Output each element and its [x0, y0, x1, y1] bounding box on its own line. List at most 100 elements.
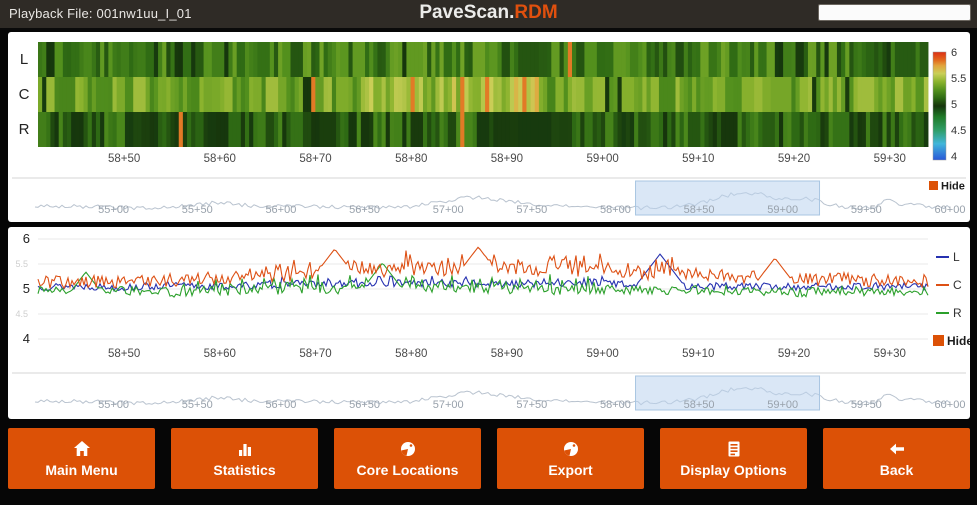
x-tick-label: 58+50 — [108, 348, 140, 360]
overview-navigator[interactable]: 55+00 55+50 56+00 56+50 57+00 57+50 58+00 58+50… — [34, 180, 966, 217]
heatmap-row-L — [38, 42, 929, 77]
x-tick-label: 59+20 — [778, 153, 810, 165]
app-title-accent: RDM — [514, 2, 558, 23]
main-menu-button[interactable]: Main Menu — [8, 428, 155, 489]
x-tick-label: 58+60 — [204, 153, 236, 165]
app-title-dot: . — [509, 2, 515, 23]
x-tick-label: 59+00 — [586, 348, 618, 360]
overview-tick-label: 60+00 — [935, 204, 966, 216]
overview-tick-label: 57+00 — [433, 399, 464, 411]
color-scale-tick-label: 5.5 — [951, 73, 966, 85]
back-button[interactable]: Back — [823, 428, 970, 489]
legend-label-R[interactable]: R — [953, 306, 962, 320]
overview-tick-label: 57+50 — [516, 204, 547, 216]
back-label: Back — [879, 461, 914, 478]
statistics-button[interactable]: Statistics — [171, 428, 318, 489]
heatmap-row-label-C: C — [19, 86, 30, 103]
overview-tick-label: 56+00 — [265, 204, 296, 216]
top-bar: Playback File: 001nw1uu_I_01 PaveScan.RD… — [0, 0, 977, 30]
overview-selection-region[interactable] — [635, 180, 821, 216]
x-tick-label: 58+90 — [491, 348, 523, 360]
overview-tick-label: 57+50 — [516, 399, 547, 411]
overview-tick-label: 58+50 — [684, 204, 715, 216]
heatmap-row-label-R: R — [19, 121, 30, 138]
color-scale-tick-label: 5 — [951, 99, 957, 111]
overview-tick-label: 58+50 — [684, 399, 715, 411]
export-button[interactable]: Export — [497, 428, 644, 489]
y-minor-tick-label: 4.5 — [15, 309, 28, 319]
x-tick-label: 59+00 — [586, 153, 618, 165]
profile-panel: 6 5 4 5.5 4.5 58+50 58+60 58+70 58+80 58+90 59+00 5… — [8, 227, 970, 419]
overview-tick-label: 60+00 — [935, 399, 966, 411]
overview-tick-label: 57+00 — [433, 204, 464, 216]
home-icon — [73, 440, 90, 456]
x-tick-label: 58+80 — [395, 153, 427, 165]
color-scale-tick-label: 6 — [951, 47, 957, 59]
x-tick-label: 58+90 — [491, 153, 523, 165]
overview-navigator[interactable]: 55+00 55+50 56+00 56+50 57+00 57+50 58+00 58+50… — [34, 375, 966, 411]
y-minor-tick-label: 5.5 — [15, 259, 28, 269]
overview-tick-label: 55+00 — [98, 399, 129, 411]
statistics-label: Statistics — [213, 461, 276, 478]
back-arrow-icon — [889, 443, 904, 454]
series-line-L — [37, 253, 929, 293]
overview-tick-label: 55+00 — [98, 204, 129, 216]
overview-tick-label: 59+50 — [851, 204, 882, 216]
y-tick-label: 5 — [23, 281, 30, 296]
hide-series-icon[interactable] — [933, 335, 944, 346]
y-tick-label: 4 — [23, 331, 30, 346]
overview-tick-label: 59+00 — [767, 399, 798, 411]
x-tick-label: 59+10 — [682, 348, 714, 360]
globe-pie-icon — [400, 441, 415, 456]
x-tick-label: 59+20 — [778, 348, 810, 360]
x-tick-label: 58+60 — [204, 348, 236, 360]
overview-tick-label: 58+00 — [600, 204, 631, 216]
status-input[interactable] — [818, 4, 971, 21]
heatmap-panel: L C R 6 5.5 5 4.5 4 58+50 58+60 58+70 58+80 58+90 59+… — [8, 32, 970, 222]
x-tick-label: 59+30 — [874, 153, 906, 165]
color-scale-bar — [932, 51, 947, 161]
overview-tick-label: 56+50 — [349, 204, 380, 216]
display-options-button[interactable]: Display Options — [660, 428, 807, 489]
heatmap-chart: L C R 6 5.5 5 4.5 4 58+50 58+60 58+70 58+80 58+90 59+… — [12, 42, 966, 217]
core-locations-button[interactable]: Core Locations — [334, 428, 481, 489]
series-line-R — [37, 262, 929, 298]
x-tick-label: 58+70 — [299, 348, 331, 360]
core-locations-label: Core Locations — [356, 461, 459, 478]
x-tick-label: 59+30 — [874, 348, 906, 360]
legend-label-L[interactable]: L — [953, 250, 960, 264]
x-tick-label: 59+10 — [682, 153, 714, 165]
globe-pie-icon — [563, 441, 578, 456]
display-options-label: Display Options — [680, 461, 787, 478]
list-document-icon — [728, 441, 739, 456]
x-tick-label: 58+80 — [395, 348, 427, 360]
overview-selection-region[interactable] — [635, 375, 821, 411]
overview-tick-label: 56+00 — [265, 399, 296, 411]
overview-tick-label: 56+50 — [349, 399, 380, 411]
heatmap-row-label-L: L — [20, 51, 28, 68]
hide-series-button[interactable]: Hide — [947, 334, 970, 348]
overview-tick-label: 59+00 — [767, 204, 798, 216]
legend-label-C[interactable]: C — [953, 278, 962, 292]
export-label: Export — [548, 461, 593, 478]
bar-chart-icon — [238, 443, 251, 456]
x-tick-label: 58+70 — [299, 153, 331, 165]
series-legend: LCR Hide — [933, 250, 970, 348]
hide-overview-button[interactable]: Hide — [941, 181, 965, 193]
overview-tick-label: 58+00 — [600, 399, 631, 411]
y-tick-label: 6 — [23, 231, 30, 246]
overview-tick-label: 59+50 — [851, 399, 882, 411]
app-title-main: PaveScan — [419, 2, 510, 23]
overview-tick-label: 55+50 — [182, 399, 213, 411]
app-title: PaveScan.RDM — [419, 2, 557, 24]
overview-tick-label: 55+50 — [182, 204, 213, 216]
heatmap-row-R — [38, 112, 929, 147]
series-line-C — [37, 246, 929, 290]
color-scale-tick-label: 4 — [951, 151, 957, 163]
bottom-button-bar: Main Menu Statistics Core Locations — [8, 428, 970, 489]
heatmap-row-C — [38, 77, 929, 112]
hide-overview-icon[interactable] — [929, 181, 938, 190]
playback-file-label: Playback File: 001nw1uu_I_01 — [9, 6, 192, 21]
